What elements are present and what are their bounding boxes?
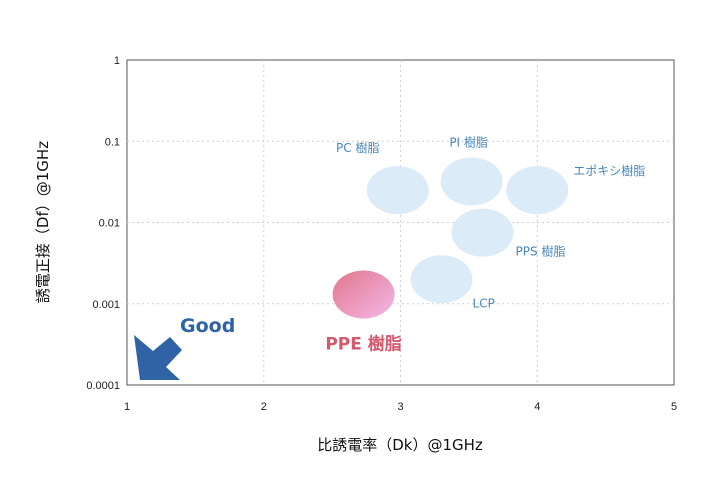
data-point — [451, 208, 514, 257]
highlight-point-label: PPE 樹脂 — [325, 333, 401, 354]
x-tick-label: 2 — [261, 401, 267, 413]
point-label: エポキシ樹脂 — [573, 163, 645, 178]
data-point — [440, 157, 503, 206]
point-label: PI 樹脂 — [449, 134, 488, 149]
grid — [127, 60, 674, 385]
point-label: LCP — [473, 296, 495, 310]
x-axis-title: 比誘電率（Dk）@1GHz — [317, 436, 483, 454]
good-arrow-group: Good — [134, 315, 235, 380]
point-label: PPS 樹脂 — [516, 244, 566, 259]
good-annotation: Good — [180, 315, 235, 337]
y-tick-label: 0.01 — [99, 218, 120, 230]
x-tick-label: 3 — [397, 401, 403, 413]
data-point — [366, 166, 429, 215]
data-point — [506, 166, 569, 215]
x-tick-label: 5 — [671, 401, 677, 413]
good-arrow-icon — [134, 335, 182, 380]
data-point — [410, 255, 473, 304]
x-tick-label: 1 — [124, 401, 130, 413]
x-tick-label: 4 — [534, 401, 540, 413]
y-axis-title: 誘電正接（Df）@1GHz — [34, 141, 52, 303]
highlight-point — [332, 270, 395, 319]
tick-labels: 1 2 3 4 5 1 0.1 0.01 0.001 0.0001 — [86, 55, 677, 413]
data-points — [332, 157, 569, 319]
y-tick-label: 0.1 — [105, 136, 120, 148]
y-tick-label: 1 — [114, 55, 120, 67]
y-tick-label: 0.0001 — [86, 380, 120, 392]
point-label: PC 樹脂 — [336, 140, 379, 155]
y-tick-label: 0.001 — [92, 299, 120, 311]
